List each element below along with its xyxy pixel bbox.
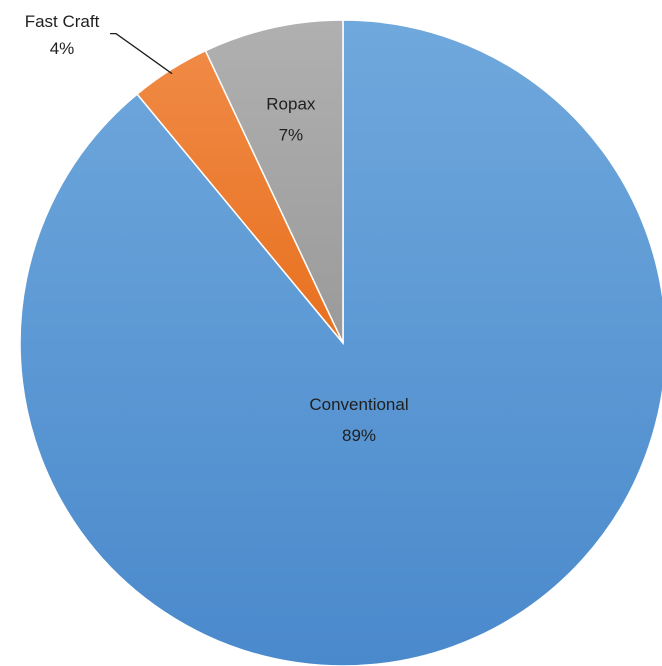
leader-line-fast-craft (110, 33, 173, 75)
slice-value-label-conventional: 89% (342, 426, 376, 445)
slice-label-fast-craft: Fast Craft (25, 12, 100, 31)
slice-value-label-ropax: 7% (279, 126, 304, 145)
slice-label-ropax: Ropax (266, 95, 316, 114)
slice-value-label-fast-craft: 4% (50, 39, 75, 58)
slice-label-conventional: Conventional (309, 395, 408, 414)
pie-slice-conventional (19, 19, 662, 666)
pie-slice-ropax (204, 19, 344, 344)
